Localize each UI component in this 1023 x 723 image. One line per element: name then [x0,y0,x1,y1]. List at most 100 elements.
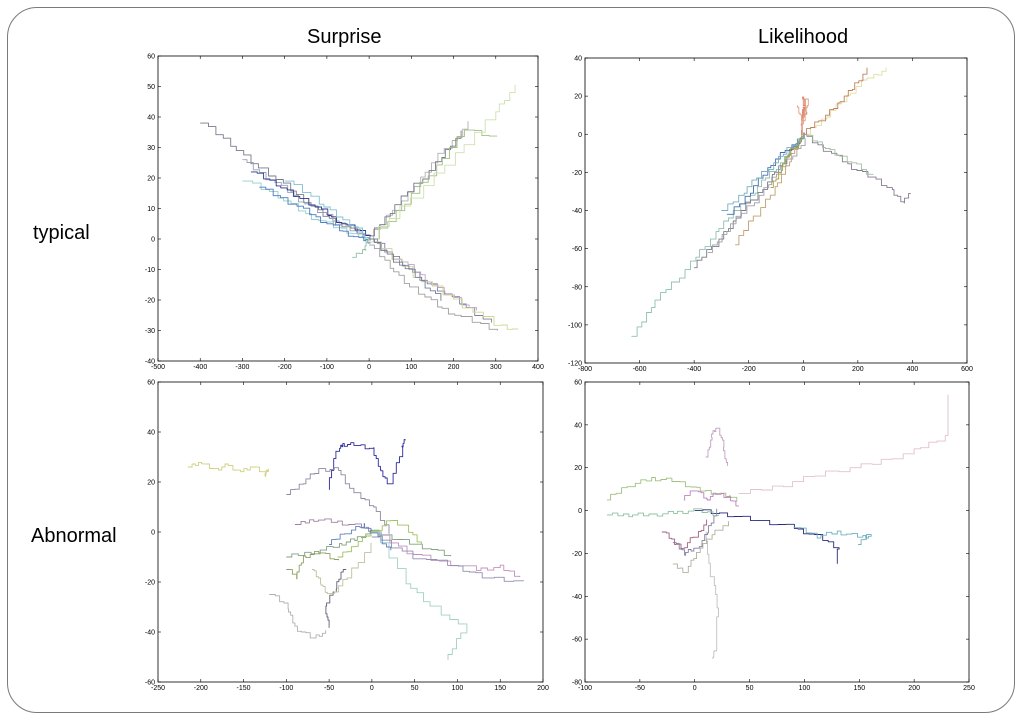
y-tick-label: 60 [147,380,155,387]
y-tick-label: -80 [572,680,582,687]
y-tick-label: -60 [572,637,582,644]
y-tick-label: 20 [574,465,582,472]
x-tick-label: 200 [537,685,549,692]
trajectory-line [369,238,442,301]
trajectory-line [259,186,371,244]
trajectory-line [369,129,498,240]
y-tick-label: -40 [145,359,155,366]
x-tick-label: -500 [151,364,165,371]
trajectory-line [803,67,868,135]
x-tick-label: 150 [494,685,506,692]
trajectory-line [631,132,804,337]
x-tick-label: 100 [799,685,811,692]
trajectory-line [672,508,718,556]
y-tick-label: -120 [568,361,582,368]
trajectory-line [187,461,269,477]
trajectory-line [329,523,392,551]
trajectory-line [606,508,719,518]
trajectory-line [269,594,327,639]
y-tick-label: 10 [147,206,155,213]
chart-likelihood-abnormal: -100 -50 0 50 100 150 200 250 -80 -60 -40 -20 0 20 40 6… [572,380,975,693]
trajectory-line [369,84,516,240]
y-tick-label: 30 [147,145,155,152]
trajectory-line [803,67,887,135]
x-tick-label: -50 [635,685,645,692]
trajectory-line [726,132,805,215]
x-tick-label: -400 [687,366,701,373]
x-tick-label: 200 [852,366,864,373]
y-tick-label: -80 [572,284,582,291]
x-tick-label: -400 [193,364,207,371]
y-tick-label: -40 [572,208,582,215]
trajectory-line [369,244,499,331]
trajectory-line [694,509,840,564]
y-tick-label: 40 [574,422,582,429]
y-tick-label: 20 [147,176,155,183]
x-tick-label: -600 [633,366,647,373]
trajectory-line [294,518,374,532]
y-tick-label: -20 [572,551,582,558]
x-tick-label: -100 [320,364,334,371]
x-tick-label: -150 [237,685,251,692]
trajectory-line [721,132,804,211]
y-tick-label: 60 [147,54,155,61]
x-tick-label: 100 [452,685,464,692]
trajectory-line [707,138,806,253]
x-tick-label: -100 [578,685,592,692]
x-tick-label: -200 [278,364,292,371]
trajectory-line [337,519,422,558]
x-tick-label: 0 [367,364,371,371]
y-tick-label: -20 [145,298,155,305]
x-tick-label: -200 [194,685,208,692]
column-title-surprise: Surprise [307,26,382,48]
trajectory-line [242,159,370,239]
x-tick-label: 400 [907,366,919,373]
x-tick-label: -50 [324,685,334,692]
trajectory-line [371,531,468,661]
x-tick-label: 0 [801,366,805,373]
trajectory-line [369,238,477,311]
x-tick-label: 0 [370,685,374,692]
trajectory-line [286,550,340,580]
y-tick-label: -20 [145,580,155,587]
trajectory-line [661,519,708,549]
column-title-likelihood: Likelihood [758,26,849,48]
plot-area [584,381,970,683]
trajectory-line [683,490,740,507]
plot-area [584,57,968,364]
trajectory-line [328,439,406,490]
slide-frame [7,7,1015,713]
trajectory-line [200,122,371,241]
chart-likelihood-typical: -800 -600 -400 -20 0 0 200 400 600 -120 -100 -80 -60… [568,56,973,374]
trajectory-line [606,477,738,502]
trajectory-line [352,238,369,258]
chart-surprise-abnormal: -250 -200 -150 -100 -50 0 50 100 150 200-60-40-20… [145,380,549,693]
x-tick-label: -300 [235,364,249,371]
y-tick-label: -20 [572,170,582,177]
row-title-abnormal: Abnormal [31,525,117,547]
y-tick-label: 0 [578,508,582,515]
trajectory-line [705,427,729,466]
y-tick-label: 40 [147,430,155,437]
y-tick-label: 40 [147,115,155,122]
x-tick-label: 250 [963,685,975,692]
y-tick-label: 0 [151,530,155,537]
y-tick-label: -100 [568,322,582,329]
y-tick-label: 0 [578,132,582,139]
trajectory-line [738,394,949,494]
y-tick-label: -30 [145,328,155,335]
trajectory-line [770,135,805,189]
y-tick-label: -60 [572,246,582,253]
trajectory-line [369,130,462,237]
x-tick-label: 600 [961,366,973,373]
trajectory-line [803,133,874,175]
x-tick-label: -100 [279,685,293,692]
row-title-typical: typical [33,222,90,244]
y-tick-label: 20 [147,480,155,487]
trajectory-line [286,467,390,534]
x-tick-label: 200 [908,685,920,692]
x-tick-label: 100 [405,364,417,371]
trajectory-line [325,569,347,628]
x-tick-label: -800 [578,366,592,373]
trajectory-line [793,527,872,545]
